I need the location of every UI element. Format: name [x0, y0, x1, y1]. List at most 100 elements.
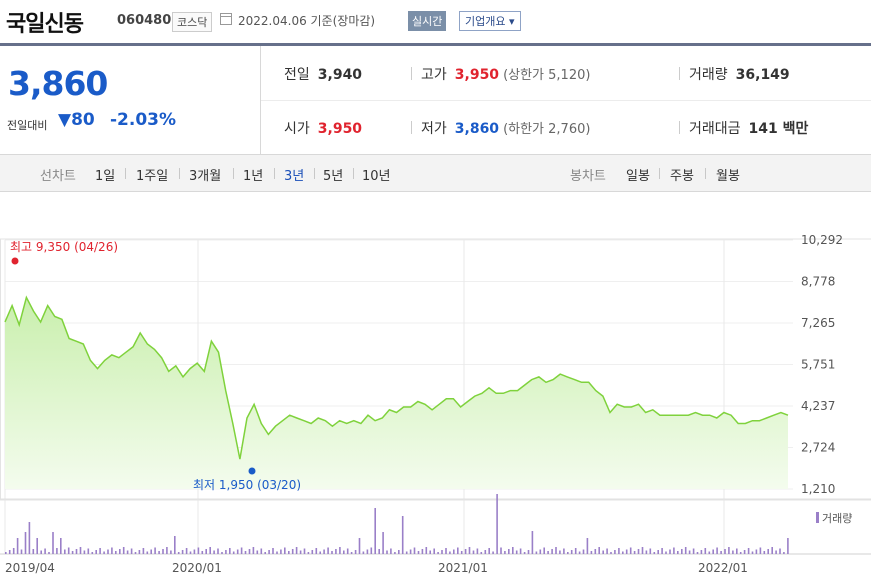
volume-bar: [315, 548, 318, 554]
volume-bar: [319, 551, 321, 554]
volume-bar: [307, 552, 310, 554]
volume-bar: [421, 549, 424, 554]
volume-bar: [472, 550, 475, 554]
volume-bar: [166, 547, 168, 554]
volume-bar: [527, 550, 530, 554]
volume-bar: [40, 550, 42, 554]
volume-bar: [618, 548, 620, 554]
period-3m[interactable]: 3개월: [189, 169, 222, 184]
volume-bar: [354, 550, 357, 554]
volume-bar: [205, 549, 207, 554]
volume-bar: [688, 550, 691, 554]
volume-bar: [578, 551, 581, 554]
candle-weekly[interactable]: 주봉: [670, 169, 694, 184]
volume-bar: [115, 551, 117, 554]
volume-bar: [653, 552, 656, 554]
volume-bar: [500, 547, 502, 554]
volume-bar: [323, 549, 325, 554]
volume-bar: [268, 550, 270, 554]
volume-bar: [378, 549, 380, 554]
volume-bar: [280, 549, 282, 554]
volume-bar: [394, 552, 396, 554]
line-chart-label: 선차트: [40, 169, 76, 184]
volume-bar: [170, 550, 172, 554]
volume-bar: [209, 547, 211, 554]
volume-bar: [535, 551, 538, 554]
volume-bar: [531, 531, 534, 554]
volume-bar: [460, 551, 463, 554]
volume-bar: [189, 551, 192, 554]
volume-bar: [763, 551, 766, 554]
x-tick-label: 2021/01: [438, 561, 488, 575]
volume-bar: [67, 547, 70, 554]
max-label: 최고 9,350 (04/26): [10, 240, 118, 254]
volume-bar: [515, 550, 518, 554]
volume-bar: [425, 547, 428, 554]
volume-bar: [433, 548, 435, 554]
candle-monthly[interactable]: 월봉: [716, 169, 740, 184]
period-1d[interactable]: 1일: [95, 169, 116, 184]
volume-bar: [28, 522, 31, 554]
stock-code: 060480: [117, 13, 172, 28]
company-overview-dropdown[interactable]: 기업개요 ▾: [459, 11, 521, 31]
volume-bar: [645, 550, 648, 554]
volume-bar: [512, 547, 514, 554]
volume-bar: [272, 548, 274, 554]
volume-bar: [692, 548, 695, 554]
volume-bar: [303, 548, 306, 554]
quote-panel: 3,860 전일대비 ▼80 -2.03% 전일 3,940 고가 3,950 (상한…: [0, 46, 871, 155]
volume-bar: [248, 549, 251, 554]
candle-daily[interactable]: 일봉: [626, 169, 650, 184]
volume-bar: [743, 550, 746, 554]
volume-legend-label: 거래량: [822, 512, 852, 525]
volume-bar: [60, 538, 62, 554]
x-tick-label: 2020/01: [172, 561, 222, 575]
volume-bar: [295, 547, 298, 554]
volume-bar: [331, 551, 333, 554]
volume-bar: [197, 547, 200, 554]
volume-bar: [457, 547, 459, 554]
volume-bar: [665, 551, 667, 554]
period-3y[interactable]: 3년: [284, 169, 305, 184]
volume-bar: [83, 550, 86, 554]
volume-bar: [232, 551, 235, 554]
volume-bar: [590, 551, 593, 554]
realtime-button[interactable]: 실시간: [408, 11, 447, 31]
y-tick-label: 8,778: [801, 275, 835, 289]
volume-bar: [610, 552, 612, 554]
volume-bar: [158, 551, 160, 554]
period-1w[interactable]: 1주일: [136, 169, 169, 184]
volume-bar: [570, 550, 573, 554]
volume-bar: [476, 548, 479, 554]
volume-bar: [720, 551, 722, 554]
volume-bar: [24, 532, 27, 554]
volume-bar: [673, 547, 675, 554]
price-line: [4, 295, 789, 460]
volume-bar: [291, 549, 294, 554]
volume-bar: [32, 549, 35, 554]
volume-bar: [405, 551, 408, 554]
volume-bar: [551, 549, 553, 554]
volume-bar: [606, 548, 608, 554]
volume-bar: [174, 536, 176, 554]
volume-bar: [288, 551, 290, 554]
period-10y[interactable]: 10년: [362, 169, 391, 184]
volume-bar: [386, 550, 388, 554]
min-marker: [248, 467, 256, 475]
volume-bar: [343, 550, 345, 554]
volume-bar: [484, 550, 487, 554]
volume-bar: [401, 516, 404, 554]
volume-bar: [523, 552, 526, 554]
stock-name: 국일신동: [6, 12, 84, 37]
divider: [679, 67, 680, 80]
volume-bar: [111, 547, 113, 554]
volume-bar: [260, 548, 263, 554]
volume-bar: [99, 548, 101, 554]
min-label: 최저 1,950 (03/20): [193, 478, 301, 492]
volume-bar: [504, 551, 506, 554]
period-5y[interactable]: 5년: [323, 169, 344, 184]
y-tick-label: 7,265: [801, 316, 835, 330]
period-1y[interactable]: 1년: [243, 169, 264, 184]
volume-bar: [783, 552, 785, 554]
volume-bar: [327, 547, 329, 554]
